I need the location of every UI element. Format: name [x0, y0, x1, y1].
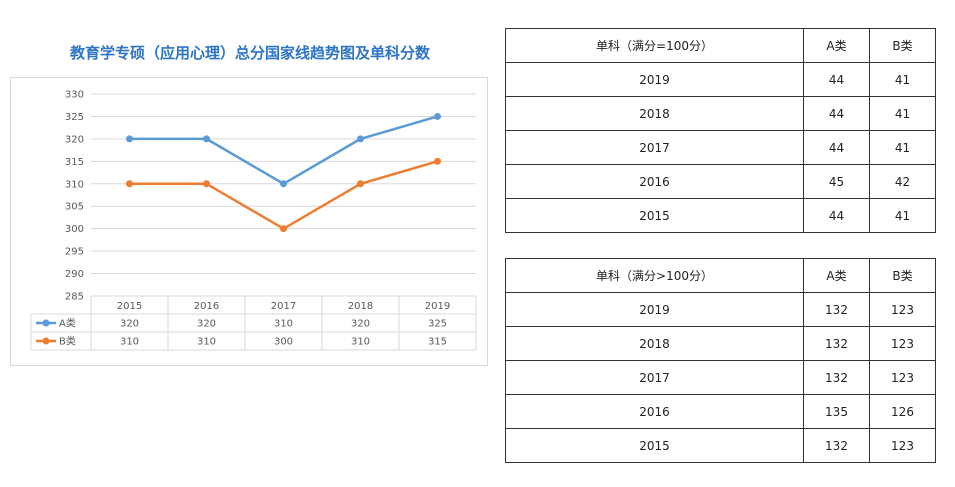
data-point [126, 135, 133, 143]
cell-b: 42 [869, 164, 936, 199]
cell-year: 2019 [505, 62, 804, 97]
data-table-value: 320 [120, 319, 139, 330]
y-tick-label: 285 [65, 292, 84, 303]
data-point [203, 180, 210, 188]
data-point [357, 135, 364, 143]
header-subject: 单科（满分=100分） [505, 28, 804, 63]
cell-b: 123 [869, 360, 936, 395]
line-chart: 285 290 295 300 305 310 315 320 325 330 2015 2016 20… [30, 90, 477, 351]
cell-a: 44 [803, 130, 870, 165]
legend-label: A类 [59, 317, 76, 330]
cell-a: 132 [803, 326, 870, 361]
table-row: 2015 132 123 [505, 428, 936, 463]
cell-a: 45 [803, 164, 870, 199]
data-point [434, 112, 441, 120]
data-table-value: 325 [428, 319, 447, 330]
table-header-row: 单科（满分=100分） A类 B类 [505, 28, 936, 63]
data-table-value: 310 [274, 319, 293, 330]
data-point [357, 180, 364, 188]
data-table-value: 315 [428, 337, 447, 348]
cell-year: 2018 [505, 326, 804, 361]
x-tick-label: 2017 [271, 301, 296, 312]
y-tick-label: 300 [65, 224, 84, 235]
data-table-value: 320 [351, 319, 370, 330]
header-a: A类 [803, 258, 870, 293]
data-point [203, 135, 210, 143]
cell-year: 2019 [505, 292, 804, 327]
table-row: 2015 44 41 [505, 198, 936, 233]
header-a: A类 [803, 28, 870, 63]
data-table-value: 310 [120, 337, 139, 348]
chart-frame: 285 290 295 300 305 310 315 320 325 330 2015 2016 20… [10, 77, 488, 366]
table-row: 2016 45 42 [505, 164, 936, 199]
cell-b: 123 [869, 326, 936, 361]
legend-key-marker [42, 319, 50, 327]
cell-year: 2015 [505, 428, 804, 463]
score-table-over-100: 单科（满分>100分） A类 B类 2019 132 123 2018 132 … [505, 258, 936, 463]
y-tick-label: 310 [65, 179, 84, 190]
cell-a: 135 [803, 394, 870, 429]
cell-b: 123 [869, 292, 936, 327]
legend-label: B类 [59, 335, 76, 348]
data-table-value: 300 [274, 337, 293, 348]
x-tick-label: 2019 [425, 301, 450, 312]
data-point [280, 180, 287, 188]
table-row: 2019 44 41 [505, 62, 936, 97]
header-subject: 单科（满分>100分） [505, 258, 804, 293]
header-b: B类 [869, 28, 936, 63]
data-table-value: 310 [197, 337, 216, 348]
legend-key-marker [42, 337, 50, 345]
score-table-full-100: 单科（满分=100分） A类 B类 2019 44 41 2018 44 41 … [505, 28, 936, 233]
cell-a: 132 [803, 360, 870, 395]
data-point [434, 157, 441, 165]
cell-year: 2017 [505, 130, 804, 165]
table-row: 2018 44 41 [505, 96, 936, 131]
y-tick-label: 330 [65, 90, 84, 101]
cell-a: 44 [803, 96, 870, 131]
data-point [126, 180, 133, 188]
data-point [280, 225, 287, 233]
cell-b: 126 [869, 394, 936, 429]
y-tick-label: 290 [65, 269, 84, 280]
header-b: B类 [869, 258, 936, 293]
table-row: 2018 132 123 [505, 326, 936, 361]
table-header-row: 单科（满分>100分） A类 B类 [505, 258, 936, 293]
chart-title: 教育学专硕（应用心理）总分国家线趋势图及单科分数 [69, 44, 430, 62]
cell-a: 44 [803, 198, 870, 233]
cell-year: 2016 [505, 394, 804, 429]
data-table-value: 310 [351, 337, 370, 348]
series-line [129, 160, 438, 230]
cell-year: 2015 [505, 198, 804, 233]
y-tick-label: 305 [65, 202, 84, 213]
cell-b: 41 [869, 198, 936, 233]
cell-a: 132 [803, 292, 870, 327]
x-tick-label: 2015 [117, 301, 142, 312]
y-tick-label: 295 [65, 247, 84, 258]
cell-year: 2017 [505, 360, 804, 395]
cell-b: 41 [869, 130, 936, 165]
data-table-value: 320 [197, 319, 216, 330]
y-tick-label: 320 [65, 134, 84, 145]
x-tick-label: 2016 [194, 301, 219, 312]
cell-year: 2016 [505, 164, 804, 199]
x-tick-label: 2018 [348, 301, 373, 312]
cell-b: 41 [869, 96, 936, 131]
cell-a: 44 [803, 62, 870, 97]
table-row: 2017 132 123 [505, 360, 936, 395]
cell-a: 132 [803, 428, 870, 463]
cell-year: 2018 [505, 96, 804, 131]
y-tick-label: 315 [65, 157, 84, 168]
table-row: 2016 135 126 [505, 394, 936, 429]
table-row: 2017 44 41 [505, 130, 936, 165]
cell-b: 41 [869, 62, 936, 97]
cell-b: 123 [869, 428, 936, 463]
y-tick-label: 325 [65, 112, 84, 123]
table-row: 2019 132 123 [505, 292, 936, 327]
